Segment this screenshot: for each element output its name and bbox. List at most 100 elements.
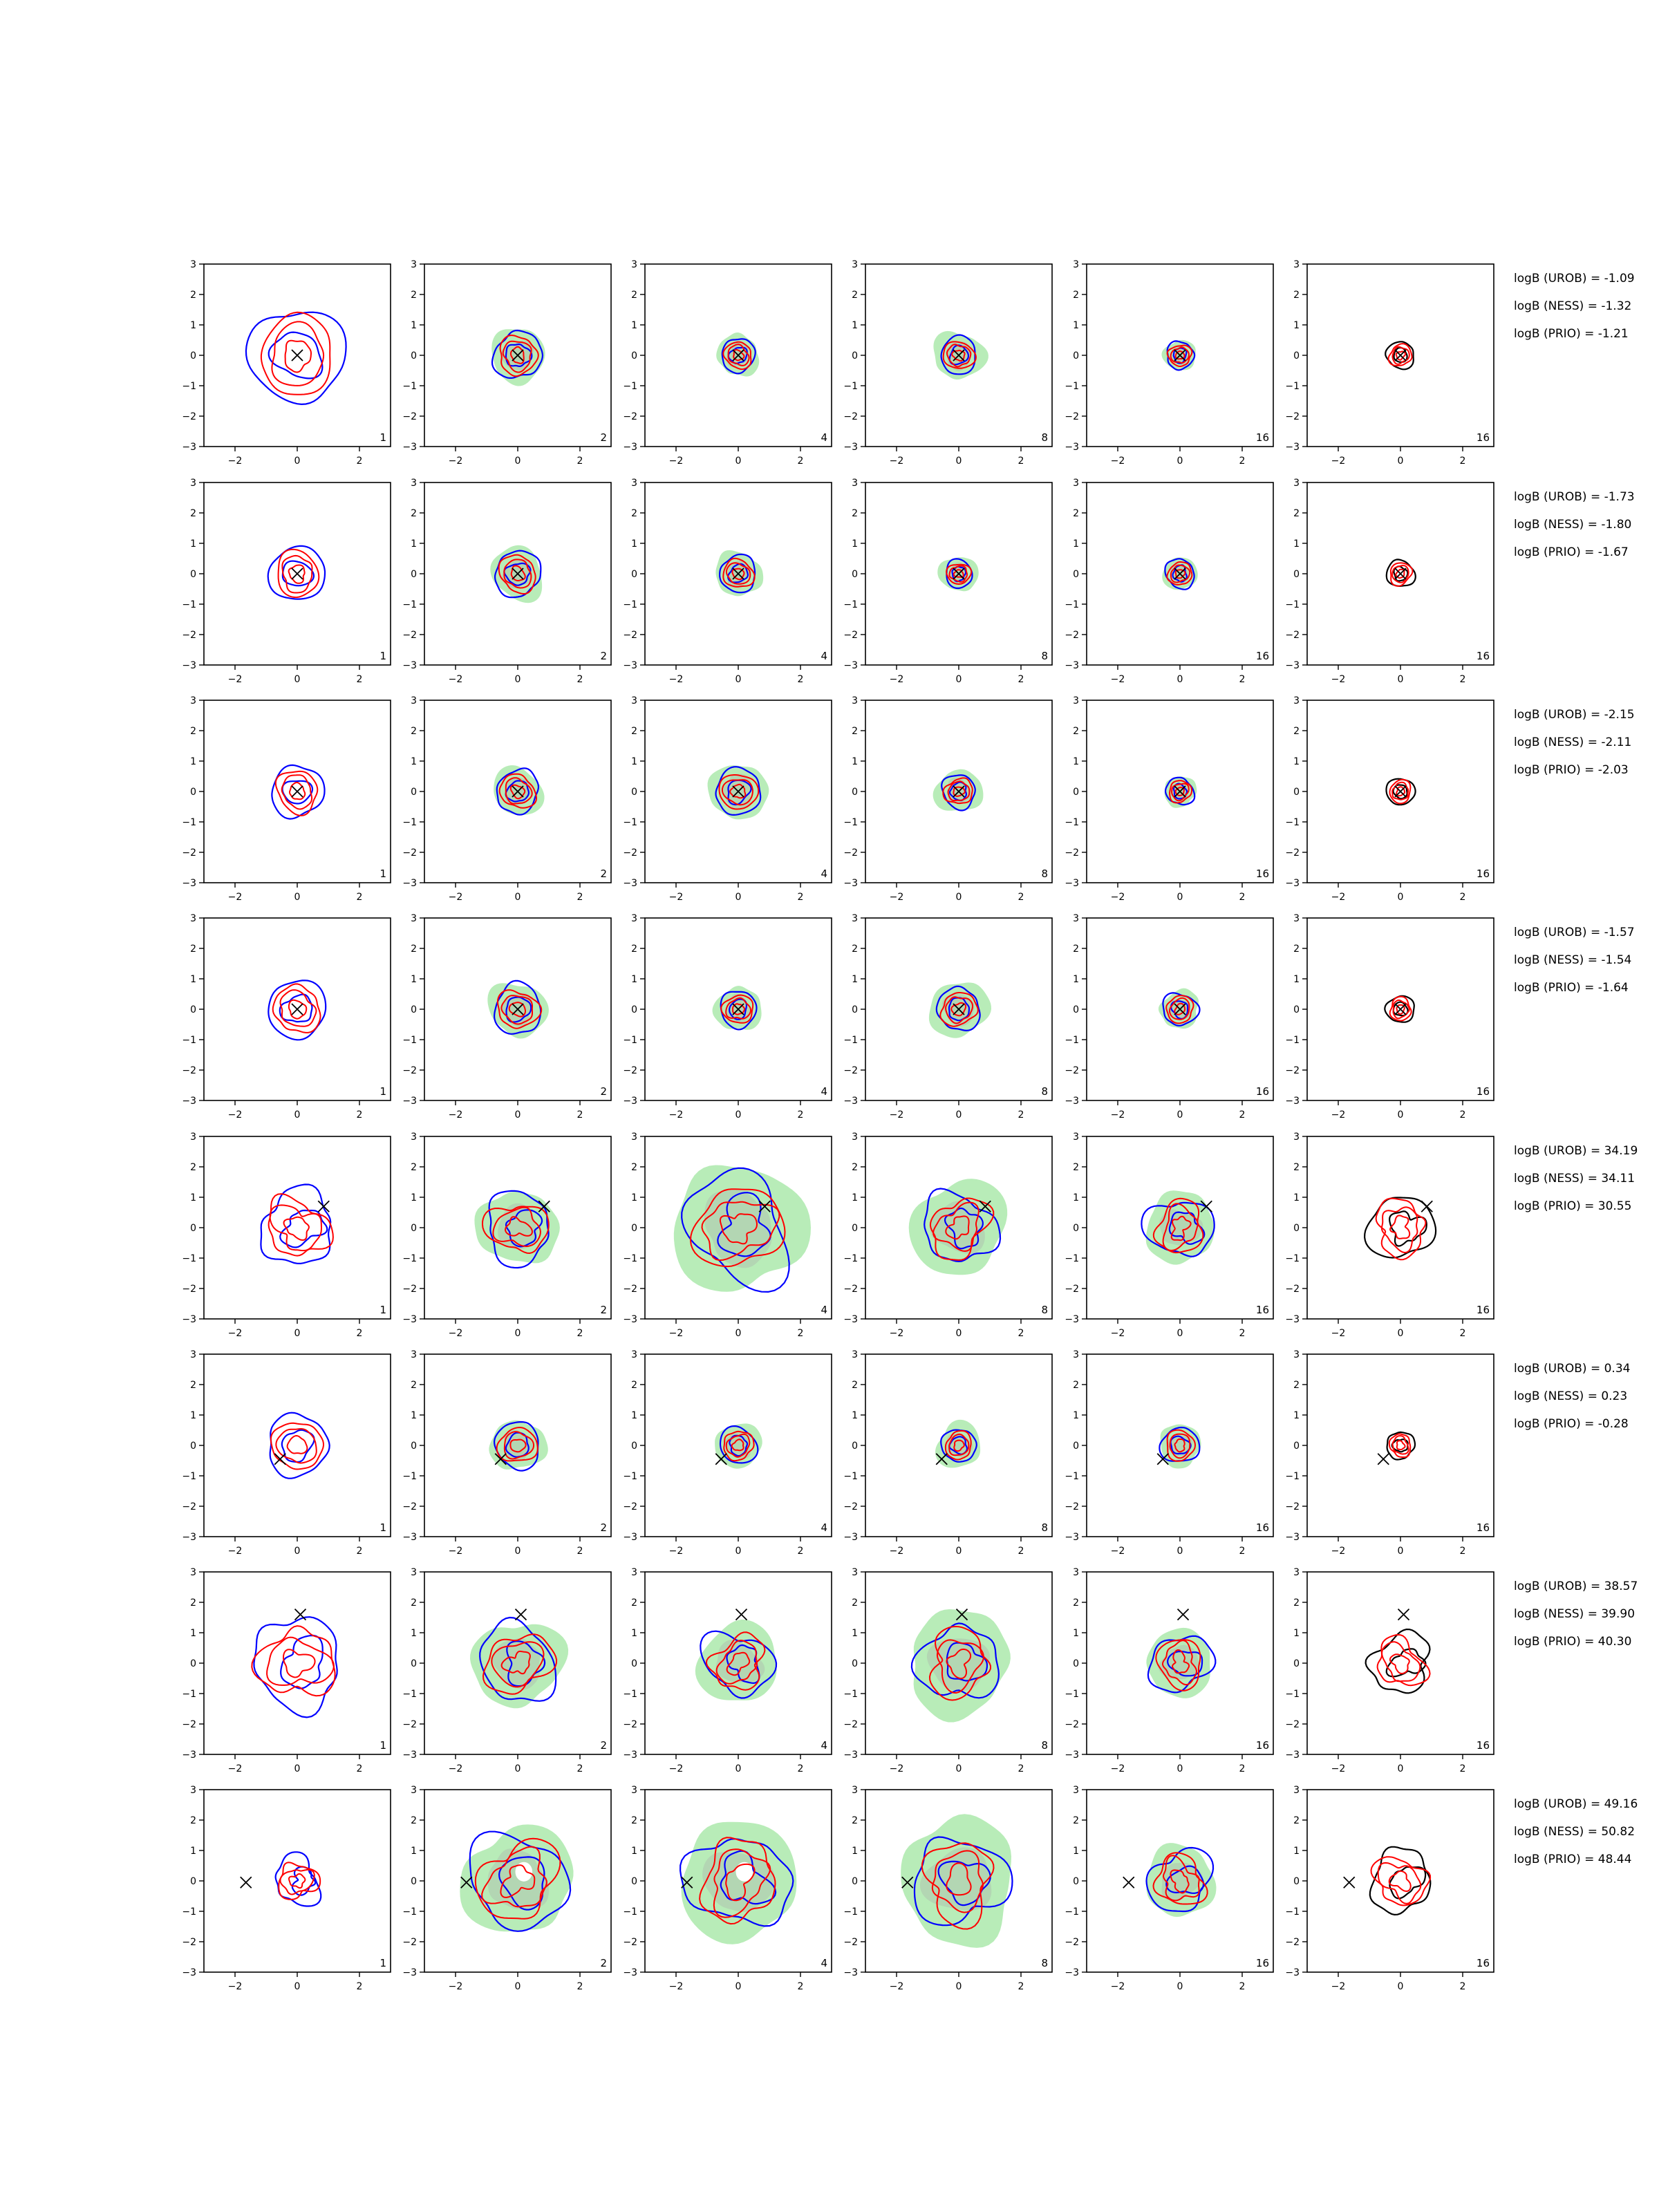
y-tick-label: 1 bbox=[1293, 320, 1300, 331]
y-tick-label: −3 bbox=[1285, 1096, 1300, 1107]
y-tick-label: 0 bbox=[631, 1658, 637, 1669]
y-tick-label: 2 bbox=[190, 726, 196, 737]
y-tick-label: 2 bbox=[852, 508, 858, 519]
panel-content bbox=[267, 545, 326, 600]
contour-red-middle bbox=[1391, 781, 1409, 800]
y-tick-label: 0 bbox=[1073, 787, 1079, 798]
contour-red-middle bbox=[505, 777, 533, 805]
y-tick-label: 0 bbox=[1293, 1223, 1300, 1234]
x-tick-label: 0 bbox=[956, 1328, 962, 1339]
x-tick-label: −2 bbox=[449, 1546, 463, 1557]
y-tick-label: −1 bbox=[182, 599, 196, 610]
y-tick-label: −2 bbox=[1065, 1284, 1079, 1295]
contour-red-middle bbox=[503, 1431, 535, 1460]
contour-red-middle bbox=[932, 1201, 980, 1253]
logB-annotation: logB (NESS) = -1.32 bbox=[1514, 299, 1631, 313]
panel-count-label: 4 bbox=[821, 1085, 827, 1098]
contour-black-outer bbox=[1385, 341, 1414, 371]
panel-count-label: 1 bbox=[379, 431, 386, 444]
panel-r8-c6: 3 2 1 0 −1 −2 −3 −2 0 2 16 bbox=[1285, 1785, 1494, 1992]
y-tick-label: 2 bbox=[1073, 508, 1079, 519]
y-tick-label: 0 bbox=[631, 1004, 637, 1015]
y-tick-label: 1 bbox=[1073, 320, 1079, 331]
y-tick-label: 2 bbox=[411, 1597, 417, 1609]
y-tick-label: 2 bbox=[1073, 1815, 1079, 1826]
y-tick-label: 3 bbox=[1073, 478, 1079, 489]
contour-red-middle bbox=[725, 997, 752, 1020]
x-tick-label: 0 bbox=[515, 1763, 521, 1774]
x-tick-label: 0 bbox=[515, 674, 521, 685]
x-tick-label: 2 bbox=[1018, 892, 1024, 903]
contour-blue-inner bbox=[505, 996, 532, 1023]
panel-frame bbox=[203, 1571, 391, 1755]
x-tick-label: −2 bbox=[228, 456, 243, 467]
contour-red-inner bbox=[946, 1648, 972, 1680]
x-tick-label: −2 bbox=[1111, 1763, 1125, 1774]
y-tick-label: −1 bbox=[1285, 1471, 1300, 1482]
y-tick-label: −3 bbox=[843, 660, 858, 671]
y-tick-label: −2 bbox=[402, 1501, 417, 1512]
y-tick-label: −2 bbox=[1285, 1501, 1300, 1512]
y-tick-label: 3 bbox=[411, 1785, 417, 1796]
y-tick-label: 3 bbox=[1073, 1349, 1079, 1360]
contour-blue-outer bbox=[719, 553, 756, 594]
contour-red-middle bbox=[502, 340, 532, 373]
contour-red-middle bbox=[1391, 346, 1410, 365]
contour-red-middle bbox=[266, 1636, 335, 1686]
contour-blue-inner bbox=[268, 331, 324, 379]
y-tick-label: 2 bbox=[1293, 1162, 1300, 1173]
y-tick-label: 2 bbox=[1293, 944, 1300, 955]
contour-red-middle bbox=[948, 1433, 970, 1456]
x-tick-label: 0 bbox=[1177, 1981, 1183, 1992]
true-parameter-marker bbox=[1123, 1876, 1135, 1888]
panel-r7-c3: 3 2 1 0 −1 −2 −3 −2 0 2 4 bbox=[623, 1567, 832, 1774]
y-tick-label: 2 bbox=[631, 1162, 637, 1173]
panel-content bbox=[673, 1165, 811, 1293]
contour-blue-outer bbox=[1159, 1426, 1201, 1462]
panel-r3-c4: 3 2 1 0 −1 −2 −3 −2 0 2 8 bbox=[843, 695, 1053, 903]
panel-r2-c4: 3 2 1 0 −1 −2 −3 −2 0 2 8 bbox=[843, 478, 1053, 685]
x-tick-label: −2 bbox=[890, 456, 904, 467]
contour-blue-outer bbox=[269, 1412, 330, 1479]
y-tick-label: −3 bbox=[1285, 878, 1300, 889]
contour-black-inner bbox=[1388, 1210, 1427, 1247]
contour-red-inner bbox=[1174, 1438, 1185, 1453]
y-tick-label: 3 bbox=[411, 695, 417, 706]
y-tick-label: 3 bbox=[1073, 1785, 1079, 1796]
x-tick-label: 0 bbox=[1177, 1546, 1183, 1557]
y-tick-label: 1 bbox=[1073, 974, 1079, 985]
panel-content bbox=[679, 1821, 797, 1944]
y-tick-label: 0 bbox=[1293, 569, 1300, 580]
contour-red-inner bbox=[509, 1438, 527, 1453]
x-tick-label: −2 bbox=[449, 1763, 463, 1774]
contour-black-inner bbox=[1385, 1648, 1427, 1678]
panel-content bbox=[470, 1608, 569, 1709]
contour-red-middle bbox=[701, 1201, 780, 1262]
x-tick-label: 0 bbox=[1398, 1546, 1404, 1557]
y-tick-label: −3 bbox=[1285, 1314, 1300, 1325]
y-tick-label: −3 bbox=[623, 1532, 637, 1543]
y-tick-label: −1 bbox=[1065, 381, 1079, 392]
x-tick-label: −2 bbox=[228, 892, 243, 903]
panel-r6-c6: 3 2 1 0 −1 −2 −3 −2 0 2 16 bbox=[1285, 1349, 1494, 1557]
panel-content bbox=[240, 1851, 322, 1907]
panel-count-label: 8 bbox=[1041, 868, 1048, 880]
true-parameter-marker bbox=[512, 349, 524, 362]
contour-red-outer bbox=[498, 554, 536, 594]
x-tick-label: 0 bbox=[1398, 892, 1404, 903]
panel-r5-c6: 3 2 1 0 −1 −2 −3 −2 0 2 16 bbox=[1285, 1132, 1494, 1339]
logB-annotation: logB (UROB) = -1.73 bbox=[1514, 490, 1635, 504]
y-tick-label: −2 bbox=[843, 630, 858, 641]
y-tick-label: −2 bbox=[843, 1719, 858, 1730]
contour-red-middle bbox=[271, 321, 325, 386]
contour-blue-outer bbox=[245, 311, 347, 406]
y-tick-label: 2 bbox=[1073, 1597, 1079, 1609]
panel-r3-c3: 3 2 1 0 −1 −2 −3 −2 0 2 4 bbox=[623, 695, 832, 903]
y-tick-label: 0 bbox=[852, 1223, 858, 1234]
panel-content bbox=[901, 1814, 1013, 1948]
panel-count-label: 8 bbox=[1041, 1304, 1048, 1316]
logB-annotation: logB (PRIO) = -1.64 bbox=[1514, 981, 1629, 995]
contour-red-inner bbox=[953, 786, 966, 797]
contour-red-inner bbox=[1174, 787, 1185, 796]
panel-content bbox=[1161, 339, 1196, 371]
